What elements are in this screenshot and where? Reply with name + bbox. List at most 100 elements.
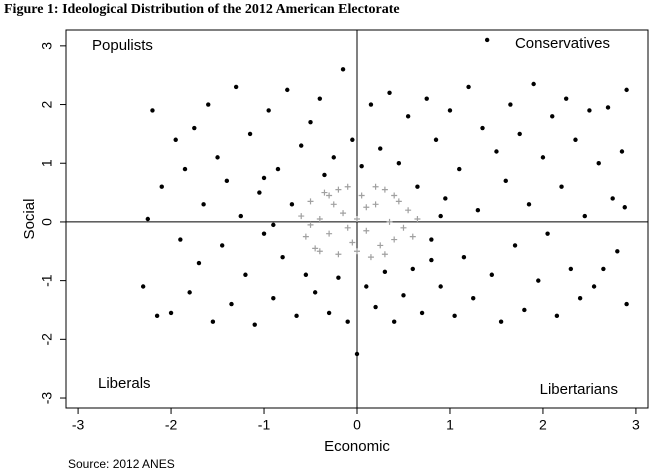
point: [335, 186, 342, 193]
point: [140, 284, 146, 289]
x-axis-label: Economic: [324, 438, 390, 455]
point: [429, 237, 434, 242]
point: [531, 81, 536, 87]
point: [326, 192, 333, 199]
point: [503, 178, 508, 184]
point: [466, 84, 471, 90]
point: [340, 67, 346, 72]
point: [321, 189, 328, 196]
point: [196, 260, 202, 266]
y-axis-label: Social: [21, 199, 38, 240]
point: [396, 161, 402, 166]
y-tick-label: -1: [39, 274, 55, 287]
point: [159, 184, 164, 189]
point: [317, 96, 323, 101]
point: [299, 143, 304, 148]
point: [206, 102, 211, 107]
point: [582, 213, 587, 219]
x-tick-label: -3: [72, 417, 85, 433]
point: [622, 205, 627, 210]
point: [336, 275, 341, 280]
point: [307, 198, 314, 205]
point: [173, 137, 178, 142]
point: [471, 296, 476, 301]
point: [540, 155, 546, 160]
point: [433, 137, 439, 142]
point: [414, 216, 421, 222]
point: [601, 266, 606, 272]
point: [285, 87, 290, 93]
quadrant-label: Libertarians: [540, 381, 618, 398]
point: [271, 296, 276, 301]
point: [512, 243, 518, 248]
y-tick-label: 3: [39, 42, 55, 50]
point: [201, 202, 206, 207]
point: [322, 172, 327, 178]
point: [316, 216, 323, 222]
point: [391, 236, 398, 243]
point: [386, 218, 393, 225]
point: [219, 243, 225, 248]
point: [238, 213, 243, 219]
y-tick-label: 1: [39, 159, 55, 167]
point: [210, 319, 216, 324]
point: [624, 301, 629, 307]
quadrant-label: Populists: [92, 37, 153, 54]
point: [568, 266, 574, 272]
x-tick-label: -2: [165, 417, 178, 433]
point: [302, 233, 309, 240]
point: [233, 84, 239, 90]
point: [349, 239, 356, 246]
point: [373, 304, 378, 310]
point: [316, 248, 323, 255]
point: [257, 190, 262, 195]
point: [312, 245, 319, 252]
point: [559, 184, 564, 189]
point: [498, 319, 504, 324]
point: [364, 284, 369, 289]
point: [154, 313, 160, 319]
y-tick-label: -2: [39, 333, 55, 346]
y-tick-label: -3: [39, 392, 55, 405]
y-tick-label: 0: [39, 218, 55, 226]
point: [294, 313, 299, 319]
point: [187, 290, 192, 295]
point: [363, 227, 370, 234]
point: [522, 307, 527, 313]
point: [545, 231, 550, 236]
point: [344, 183, 351, 190]
y-tick-label: 2: [39, 100, 55, 108]
x-tick-label: 0: [353, 417, 361, 433]
point: [335, 251, 342, 258]
point: [596, 161, 601, 166]
point: [457, 166, 462, 172]
point: [363, 204, 370, 211]
point: [605, 105, 611, 110]
quadrant-label: Liberals: [98, 375, 151, 392]
point: [289, 202, 295, 207]
point: [489, 272, 495, 277]
point: [391, 319, 397, 324]
point: [247, 131, 253, 137]
point: [615, 249, 620, 254]
point: [252, 322, 257, 327]
point: [381, 186, 388, 193]
point: [261, 175, 267, 181]
point: [429, 257, 434, 263]
point: [415, 184, 420, 189]
point: [517, 131, 522, 137]
point: [308, 119, 313, 125]
point: [536, 278, 541, 283]
point: [178, 237, 183, 242]
point: [243, 272, 248, 277]
point: [326, 230, 333, 237]
point: [461, 254, 467, 260]
point: [452, 313, 457, 319]
point: [298, 213, 305, 220]
point: [619, 149, 625, 154]
point: [577, 296, 583, 301]
point: [345, 319, 350, 324]
point: [405, 207, 412, 214]
point: [405, 114, 411, 119]
